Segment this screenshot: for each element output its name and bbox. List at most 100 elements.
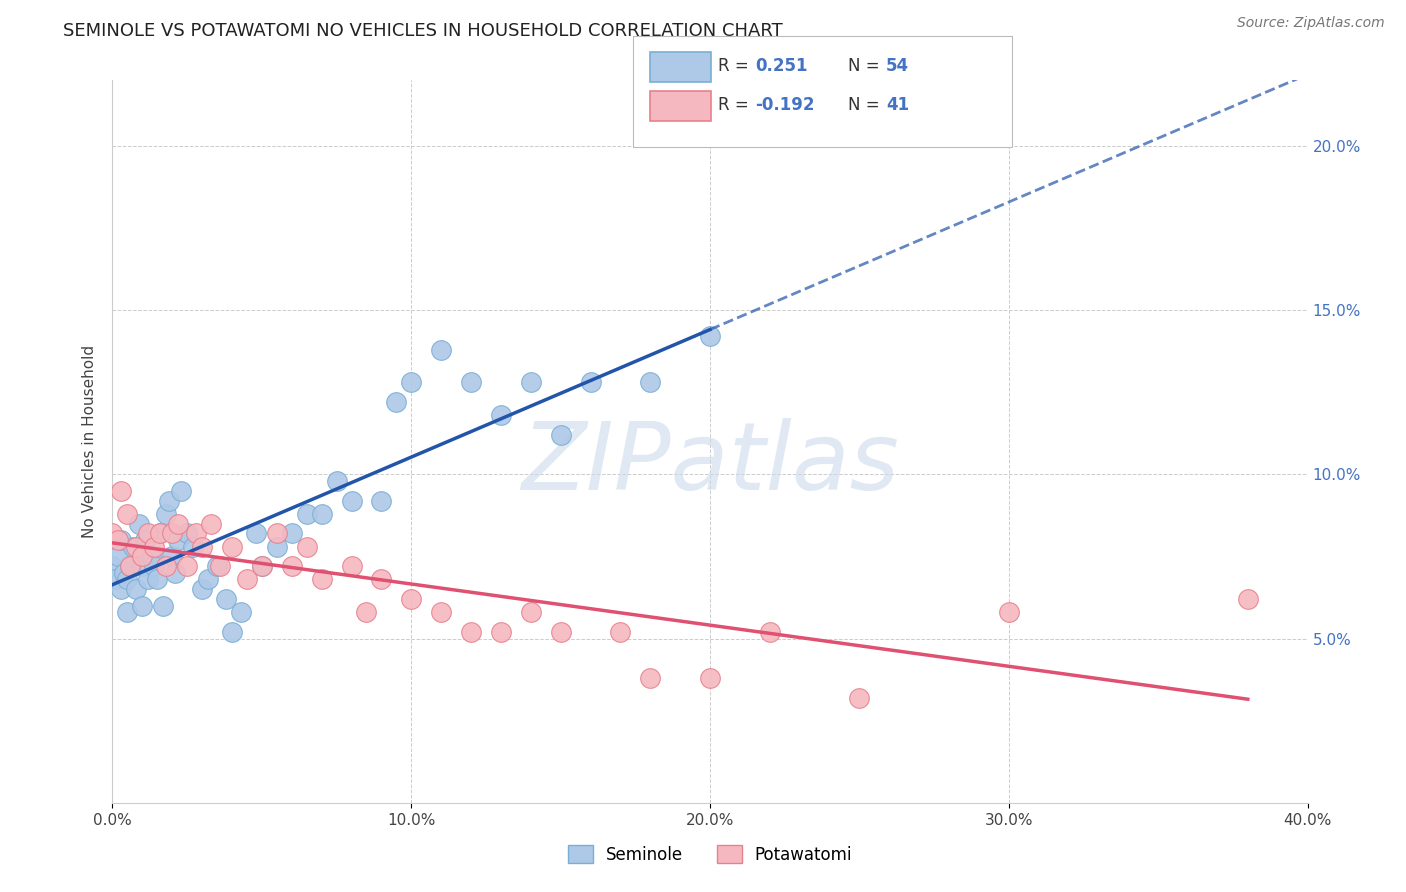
Point (609, 625, 631, 640)
Point (104, 573, 127, 587)
Point (101, 559, 124, 574)
Point (311, 507, 333, 521)
Y-axis label: No Vehicles in Household: No Vehicles in Household (82, 345, 97, 538)
Point (191, 582, 214, 597)
Point (236, 573, 259, 587)
Point (401, 376, 423, 390)
Point (430, 343, 453, 357)
Point (120, 559, 142, 574)
Point (165, 566, 187, 580)
Point (205, 559, 228, 574)
Point (131, 599, 153, 613)
Point (295, 540, 318, 554)
Point (176, 526, 198, 541)
Point (489, 625, 512, 640)
Point (167, 516, 190, 531)
Point (281, 526, 304, 541)
Point (110, 582, 132, 597)
Point (107, 533, 129, 547)
Point (101, 526, 124, 541)
Point (221, 540, 243, 554)
Text: -0.192: -0.192 (755, 96, 814, 114)
Point (125, 582, 148, 597)
Point (152, 599, 174, 613)
Point (245, 526, 267, 541)
Point (250, 559, 273, 574)
Point (460, 376, 482, 390)
Point (640, 671, 662, 685)
Point (197, 573, 219, 587)
Point (1237, 592, 1260, 607)
Point (120, 559, 142, 574)
Point (181, 540, 204, 554)
Point (266, 540, 288, 554)
Point (138, 573, 160, 587)
Point (149, 526, 172, 541)
Point (155, 559, 177, 574)
Text: ZIPatlas: ZIPatlas (522, 417, 898, 508)
Point (759, 625, 782, 640)
Point (117, 507, 139, 521)
Point (114, 566, 135, 580)
Point (134, 533, 156, 547)
Point (385, 395, 408, 409)
Point (122, 540, 145, 554)
Text: R =: R = (718, 57, 755, 75)
Point (266, 526, 288, 541)
Point (138, 526, 160, 541)
Point (370, 573, 392, 587)
Point (186, 526, 208, 541)
Point (460, 625, 482, 640)
Point (110, 483, 132, 498)
Point (520, 376, 543, 390)
Point (356, 605, 378, 619)
Point (550, 428, 572, 442)
Point (370, 493, 392, 508)
Point (131, 559, 153, 574)
Point (149, 526, 172, 541)
Point (176, 559, 198, 574)
Point (125, 540, 148, 554)
Text: N =: N = (848, 57, 884, 75)
Text: N =: N = (848, 96, 884, 114)
Point (117, 605, 139, 619)
Point (699, 329, 721, 343)
Point (143, 540, 166, 554)
Point (107, 549, 129, 564)
Point (162, 549, 183, 564)
Text: 0.251: 0.251 (755, 57, 807, 75)
Legend: Seminole, Potawatomi: Seminole, Potawatomi (561, 838, 859, 871)
Point (110, 533, 132, 547)
Text: 41: 41 (886, 96, 908, 114)
Point (295, 507, 318, 521)
Text: R =: R = (718, 96, 755, 114)
Point (550, 625, 572, 640)
Point (250, 559, 273, 574)
Point (131, 549, 153, 564)
Text: SEMINOLE VS POTAWATOMI NO VEHICLES IN HOUSEHOLD CORRELATION CHART: SEMINOLE VS POTAWATOMI NO VEHICLES IN HO… (63, 22, 783, 40)
Point (699, 671, 721, 685)
Point (430, 605, 453, 619)
Point (489, 409, 512, 423)
Point (311, 573, 333, 587)
Point (520, 605, 543, 619)
Point (221, 625, 243, 640)
Point (162, 526, 183, 541)
Point (281, 559, 304, 574)
Point (215, 592, 238, 607)
Point (191, 540, 214, 554)
Point (325, 474, 347, 488)
Text: 54: 54 (886, 57, 908, 75)
Point (401, 592, 423, 607)
Point (155, 507, 177, 521)
Point (340, 493, 363, 508)
Point (579, 376, 602, 390)
Point (141, 549, 163, 564)
Point (229, 605, 252, 619)
Point (143, 559, 166, 574)
Point (146, 573, 169, 587)
Point (170, 483, 193, 498)
Point (209, 559, 232, 574)
Point (200, 516, 222, 531)
Point (157, 493, 180, 508)
